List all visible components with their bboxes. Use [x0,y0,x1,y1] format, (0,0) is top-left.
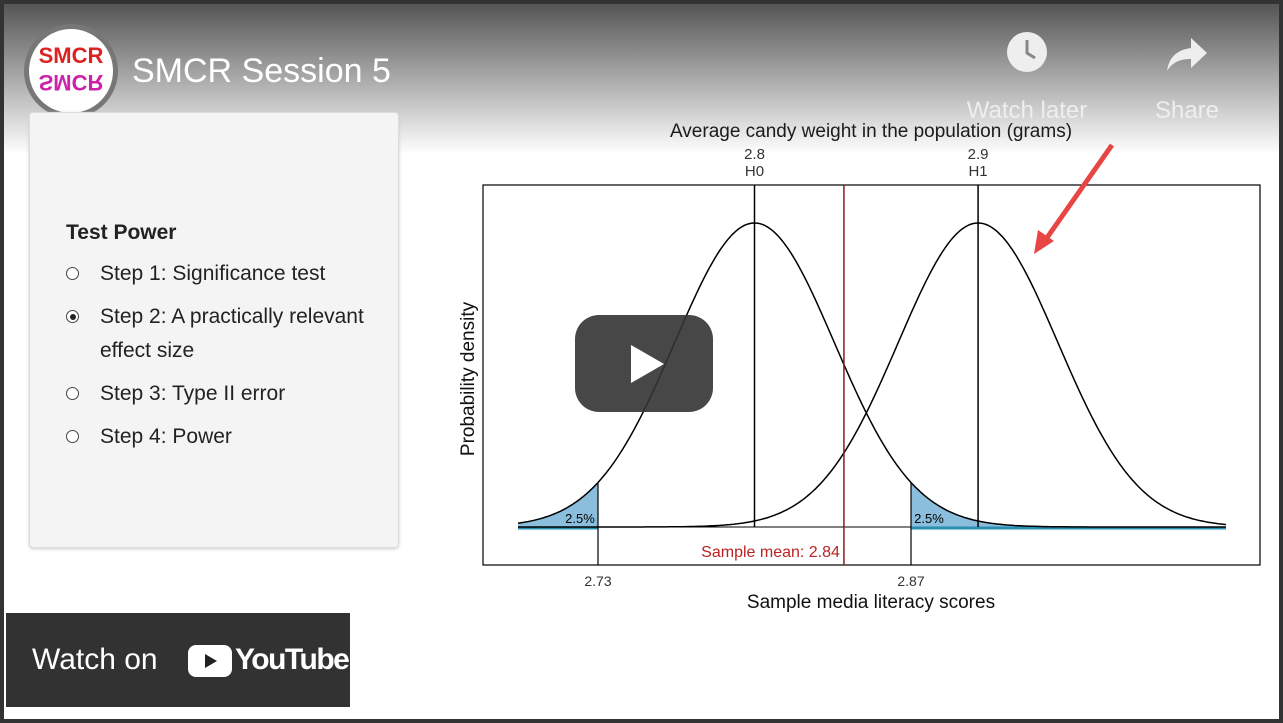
watch-on: Watch on [32,643,158,676]
youtube-brand: YouTube [235,643,350,676]
video-title[interactable]: SMCR Session 5 [132,52,391,90]
critical-label: 2.87 [897,573,924,589]
arrow-head [1034,230,1054,254]
h1-curve [518,222,1227,528]
step-label: Step 4: Power [100,425,232,448]
step-label: Step 3: Type II error [100,382,286,405]
sample-mean-label: Sample mean: 2.84 [701,544,840,561]
x-axis-label: Sample media literacy scores [747,592,995,613]
annotation-arrow [1041,143,1115,244]
tail-label: 2.5% [914,511,944,526]
sidebar: Test Power Step 1: Significance test Step… [29,112,399,548]
radio[interactable] [66,430,79,443]
step-label: Step 1: Significance test [100,262,326,285]
watch-on-youtube[interactable]: Watch on YouTube [6,613,350,707]
share-icon [1167,38,1207,71]
plot-box [482,184,1261,566]
hypothesis-label: H0 [745,163,764,180]
radio[interactable] [66,310,79,323]
play-button[interactable] [575,315,715,415]
step[interactable]: Step 3: Type II error [66,377,380,411]
radio[interactable] [66,387,79,400]
step[interactable]: Step 2: A practically relevant effect si… [66,300,380,368]
sidebar-heading: Test Power [66,221,177,244]
clock-icon [1007,32,1047,72]
hypothesis-label: H1 [968,163,987,180]
tail-area [518,482,598,527]
step[interactable]: Step 4: Power [66,420,380,454]
channel-logo[interactable]: SMCR SMCR [24,24,118,118]
tail-label: 2.5% [565,511,595,526]
share[interactable]: Share [1117,34,1257,125]
critical-label: 2.73 [584,573,611,589]
action-label: Share [1154,97,1220,124]
radio[interactable] [66,267,79,280]
logo-mirror: SMCR [38,70,104,95]
tail-area [911,482,1226,527]
h0-curve [517,222,1226,528]
youtube-icon [188,645,232,677]
action-label: Watch later [966,97,1088,124]
logo-text: SMCR [38,43,104,68]
y-axis-label: Probability density [458,301,479,456]
watch-later[interactable]: Watch later [957,30,1097,125]
step[interactable]: Step 1: Significance test [66,257,380,291]
step-label: Step 2: A practically relevant effect si… [100,305,364,362]
